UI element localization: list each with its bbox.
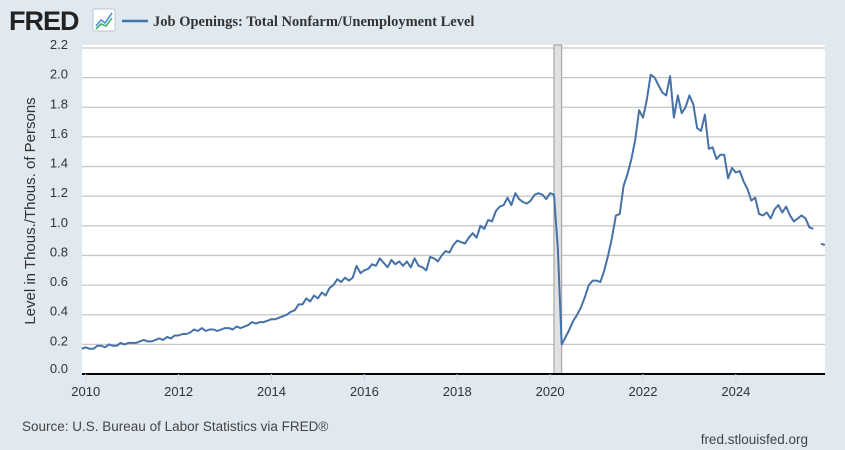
line-chart-icon[interactable] (92, 8, 116, 32)
x-tick-label: 2024 (721, 384, 750, 399)
legend-series-name[interactable]: Job Openings: Total Nonfarm/Unemployment… (153, 14, 474, 30)
y-tick-label: 1.4 (50, 156, 68, 171)
site-link[interactable]: fred.stlouisfed.org (701, 432, 808, 447)
fred-logo[interactable]: FRED (9, 6, 80, 36)
source-note: Source: U.S. Bureau of Labor Statistics … (22, 419, 328, 434)
x-tick-label: 2018 (443, 384, 472, 399)
y-tick-label: 1.8 (50, 96, 68, 111)
series-line (81, 73, 826, 350)
plot-area (82, 45, 825, 374)
y-tick-label: 1.6 (50, 126, 68, 141)
gridlines (82, 47, 825, 346)
x-tick-label: 2010 (71, 384, 100, 399)
y-tick-label: 0.8 (50, 244, 68, 259)
y-tick-label: 0.4 (50, 304, 68, 319)
y-axis-title: Level in Thous./Thous. of Persons (22, 97, 39, 324)
x-tick-label: 2012 (164, 384, 193, 399)
y-tick-label: 2.0 (50, 67, 68, 82)
x-tick-label: 2022 (629, 384, 658, 399)
y-tick-label: 1.2 (50, 185, 68, 200)
y-tick-label: 2.2 (50, 37, 68, 52)
x-tick-label: 2016 (350, 384, 379, 399)
y-tick-label: 0.6 (50, 274, 68, 289)
series-line-segment (81, 73, 814, 350)
y-tick-labels: 0.0 0.2 0.4 0.6 0.8 1.0 1.2 1.4 1.6 1.8 2.0 2.2 (50, 37, 68, 376)
header: FRED Job Openings: Total Nonfarm/Unemplo… (9, 6, 474, 36)
series-line-segment (820, 242, 826, 247)
x-tick-label: 2020 (536, 384, 565, 399)
y-tick-label: 1.0 (50, 215, 68, 230)
x-tick-label: 2014 (257, 384, 286, 399)
y-tick-label: 0.2 (50, 333, 68, 348)
y-tick-label: 0.0 (50, 361, 68, 376)
x-tick-labels: 2010 2012 2014 2016 2018 2020 2022 2024 (71, 374, 750, 399)
